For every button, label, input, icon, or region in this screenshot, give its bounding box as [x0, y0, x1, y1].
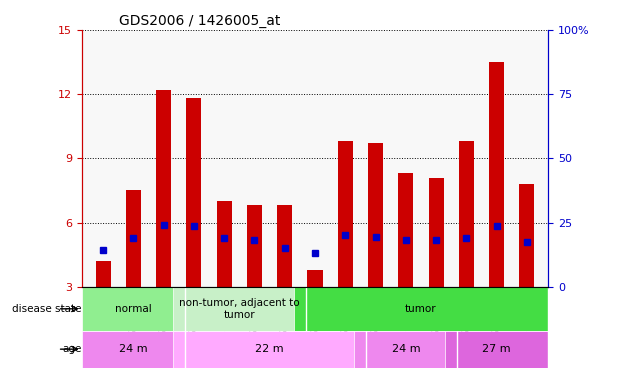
FancyBboxPatch shape — [173, 287, 306, 331]
Bar — [338, 141, 353, 287]
Bar — [96, 261, 111, 287]
Text: age: age — [62, 344, 81, 354]
Bar — [277, 206, 292, 287]
Bar — [519, 184, 534, 287]
FancyBboxPatch shape — [294, 287, 548, 331]
Bar — [459, 141, 474, 287]
Text: normal: normal — [115, 304, 152, 314]
Bar — [217, 201, 232, 287]
Bar — [428, 178, 444, 287]
Text: GDS2006 / 1426005_at: GDS2006 / 1426005_at — [119, 13, 280, 28]
Bar — [398, 173, 413, 287]
Text: 27 m: 27 m — [483, 344, 511, 354]
Bar — [126, 190, 141, 287]
Text: tumor: tumor — [405, 304, 437, 314]
Bar — [186, 99, 202, 287]
Text: 24 m: 24 m — [391, 344, 420, 354]
Bar — [368, 143, 383, 287]
FancyBboxPatch shape — [82, 331, 185, 368]
FancyBboxPatch shape — [173, 331, 367, 368]
Text: non-tumor, adjacent to
tumor: non-tumor, adjacent to tumor — [179, 298, 300, 320]
FancyBboxPatch shape — [354, 331, 457, 368]
Text: 22 m: 22 m — [255, 344, 284, 354]
Text: disease state: disease state — [12, 304, 81, 314]
Bar — [307, 270, 323, 287]
Bar — [489, 62, 504, 287]
Text: 24 m: 24 m — [119, 344, 147, 354]
Bar — [156, 90, 171, 287]
Bar — [247, 206, 262, 287]
FancyBboxPatch shape — [445, 331, 548, 368]
FancyBboxPatch shape — [82, 287, 185, 331]
